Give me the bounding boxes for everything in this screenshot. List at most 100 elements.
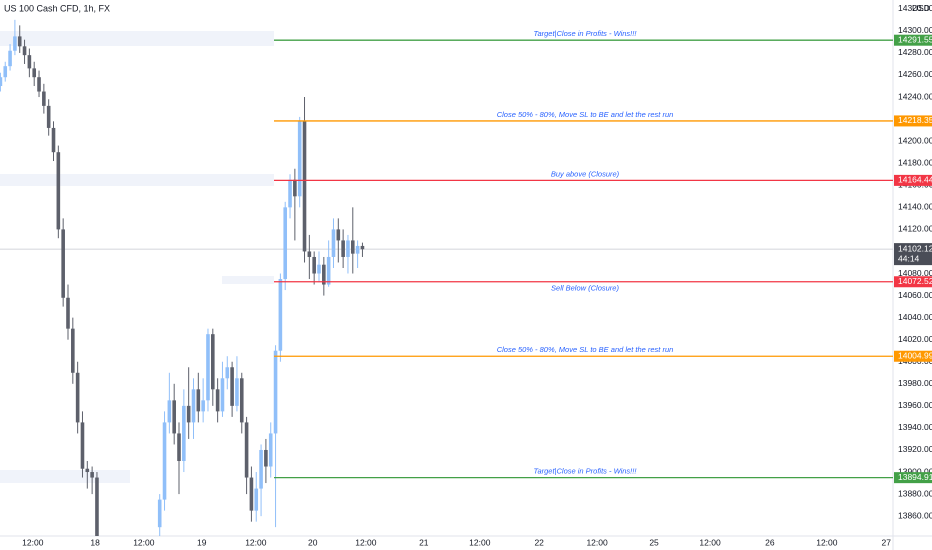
price-tag [894,350,932,362]
y-tick-label: 14320.00 [898,3,932,13]
price-tag [894,472,932,484]
x-tick-label: 19 [197,537,207,547]
x-tick-label: 12:00 [469,537,491,547]
y-tick-label: 13940.00 [898,422,932,432]
candle-body [355,245,360,254]
candle-body [302,121,307,252]
candle-body [196,389,201,412]
candle-body [172,400,176,434]
candle-body [215,389,220,412]
y-tick-label: 14260.00 [898,69,932,79]
candle-body [249,477,254,511]
candle-body [293,179,297,197]
y-tick-label: 14040.00 [898,312,932,322]
candle-body [239,378,244,423]
candle-body [75,372,80,423]
candle-body [162,422,167,500]
candle-body [186,405,191,423]
y-tick-label: 13880.00 [898,488,932,498]
candle-body [8,50,12,67]
candle-body [13,36,17,51]
candle-body [71,328,75,373]
candle-body [220,378,225,412]
y-tick-label: 14060.00 [898,290,932,300]
x-tick-label: 12:00 [355,537,377,547]
candle-body [312,256,316,274]
y-tick-label: 14080.00 [898,268,932,278]
candle-body [177,433,181,462]
candle-body [90,472,94,478]
candle-body [268,433,273,467]
candle-body [211,334,215,390]
axes: 14320.00 14300.00 14280.00 14260.00 14240.00… [22,3,932,547]
last-price-tag [894,243,932,266]
price-tag [894,276,932,288]
y-tick-label: 14020.00 [898,334,932,344]
candle-body [27,55,32,69]
y-tick-label: 13860.00 [898,510,932,520]
candle-body [278,279,283,351]
price-tag-label: 14072.52 [898,276,932,286]
candle-body [350,240,355,254]
candle-body [341,240,345,257]
x-tick-label: 12:00 [586,537,608,547]
candle-body [85,468,90,473]
candle-body [288,179,292,208]
zone [222,276,274,284]
candle-body [157,499,162,528]
level-label: Target|Close in Profits - Wins!!! [534,29,638,38]
price-tag [894,34,932,46]
level-label: Sell Below (Closure) [551,284,619,293]
price-tag-label: 13894.91 [898,472,932,482]
y-tick-label: 14180.00 [898,157,932,167]
candle-body [244,422,249,478]
candle-body [61,229,65,298]
x-tick-label: 12:00 [245,537,267,547]
candle-body [56,152,61,230]
candle-body [346,240,350,257]
zone [0,470,130,483]
x-tick-label: 25 [649,537,659,547]
candle-body [42,91,46,106]
x-tick-label: 27 [882,537,892,547]
price-tag [894,174,932,186]
chart-title: US 100 Cash CFD, 1h, FX [4,3,110,13]
x-tick-label: 12:00 [699,537,721,547]
candle-body [95,477,99,536]
candle-body [259,449,263,489]
x-tick-label: 12:00 [22,537,44,547]
candle-body [225,367,230,379]
candle-body [66,297,70,329]
y-tick-label: 14120.00 [898,224,932,234]
x-tick-label: 22 [534,537,544,547]
last-price-label: 14102.12 [898,243,932,253]
level-label: Close 50% - 80%, Move SL to BE and let t… [497,110,674,119]
candle-body [201,400,205,412]
y-tick-label: 13960.00 [898,400,932,410]
candle-body [46,105,51,128]
price-tag-label: 14291.55 [898,34,932,44]
level-label: Close 50% - 80%, Move SL to BE and let t… [497,345,674,354]
price-tag-label: 14164.44 [898,175,932,185]
price-tag [894,115,932,127]
candle-body [254,488,259,511]
y-tick-label: 14240.00 [898,91,932,101]
countdown: 44:14 [898,253,920,263]
candle-body [37,77,41,92]
x-tick-label: 26 [765,537,775,547]
candle-body [206,334,210,401]
x-tick-label: 21 [419,537,429,547]
x-tick-label: 18 [90,537,100,547]
y-tick-label: 13980.00 [898,378,932,388]
candle-body [326,256,331,285]
candle-body [297,121,302,197]
y-tick-label: 13920.00 [898,444,932,454]
x-tick-label: 12:00 [133,537,155,547]
candle-body [32,68,37,78]
candle-body [191,389,196,423]
candle-body [331,229,336,257]
candle-body [273,350,278,434]
x-tick-label: 20 [308,537,318,547]
zone [0,174,274,186]
candle-body [264,449,268,467]
